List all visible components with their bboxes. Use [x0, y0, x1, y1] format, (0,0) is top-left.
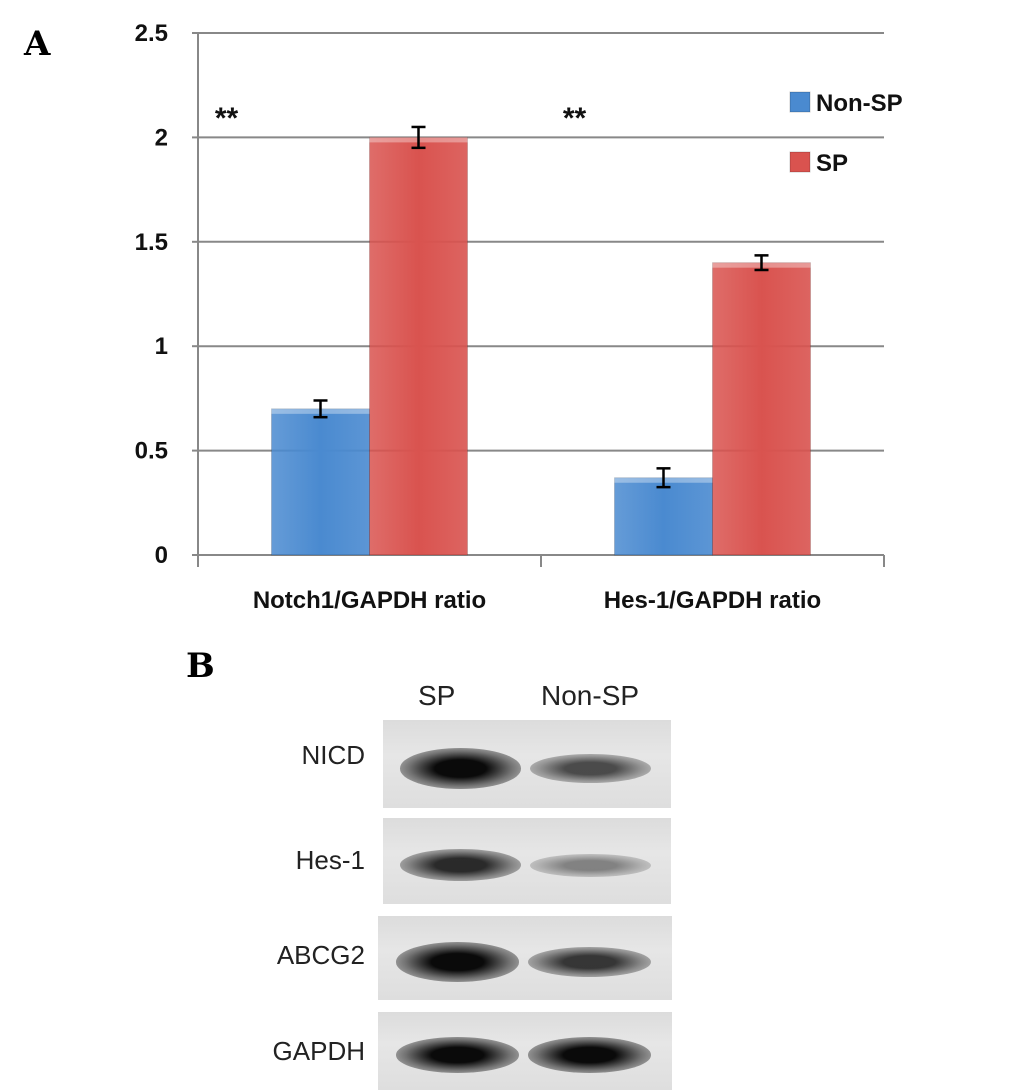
- x-category-label: Hes-1/GAPDH ratio: [604, 587, 821, 614]
- lane-label-non-sp: Non-SP: [541, 680, 640, 711]
- blot-band: [400, 849, 522, 882]
- blot-strip-hes-1: [383, 818, 671, 904]
- bars: [271, 125, 811, 556]
- panel-b-letter: B: [186, 646, 215, 686]
- x-category-label: Notch1/GAPDH ratio: [253, 587, 486, 614]
- legend: Non-SP SP: [789, 90, 903, 177]
- blot-band: [395, 1037, 520, 1073]
- y-tick-label: 0.5: [135, 438, 168, 465]
- blot-band: [527, 947, 652, 978]
- legend-label: SP: [816, 150, 848, 177]
- panel-a-letter: A: [24, 24, 51, 64]
- bar-sp: [369, 136, 468, 556]
- y-tick-label: 1.5: [135, 229, 168, 256]
- significance-marker: **: [215, 102, 239, 135]
- lane-label-sp: SP: [418, 680, 456, 711]
- y-tick-label: 1: [155, 333, 168, 360]
- blot-band: [395, 942, 520, 982]
- y-tick-label: 0: [155, 542, 168, 569]
- significance-marker: **: [563, 102, 587, 135]
- blot-strip-abcg2: [378, 916, 672, 1000]
- blot-strip-nicd: [383, 720, 671, 808]
- y-tick-label: 2.5: [135, 20, 168, 47]
- bar-non-sp: [614, 477, 713, 556]
- blot-label-hes-1: Hes-1: [295, 845, 365, 875]
- labels: 0 0.5 1 1.5 2 2.5 Notch1/GAPDH ratio ** Hes-1/GA…: [135, 20, 822, 614]
- legend-label: Non-SP: [816, 90, 903, 117]
- bar-non-sp: [271, 408, 370, 556]
- blot-label-gapdh: GAPDH: [272, 1036, 365, 1066]
- y-tick-label: 2: [155, 124, 168, 151]
- blot-label-abcg2: ABCG2: [276, 940, 365, 970]
- blot-label-nicd: NICD: [301, 740, 365, 770]
- blot-band: [527, 1037, 652, 1073]
- blot-strip-gapdh: [378, 1012, 672, 1090]
- blot-band: [529, 853, 651, 877]
- blot-band: [529, 753, 651, 784]
- legend-swatch: [789, 91, 811, 113]
- bar-sp: [712, 262, 811, 556]
- legend-swatch: [789, 151, 811, 173]
- bar-chart: 0 0.5 1 1.5 2 2.5 Notch1/GAPDH ratio ** Hes-1/GA…: [135, 20, 903, 614]
- blot-band: [400, 748, 522, 789]
